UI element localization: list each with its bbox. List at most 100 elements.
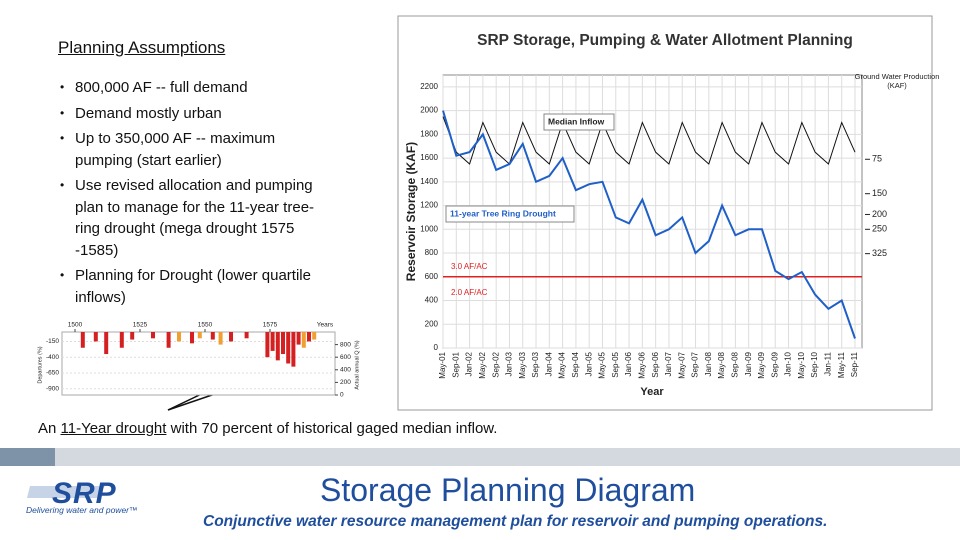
caption-text: An — [38, 420, 61, 437]
x-tick-label: Jan-07 — [664, 351, 673, 376]
x-tick-label: May-10 — [797, 351, 806, 378]
y-tick-label: 1200 — [420, 201, 438, 210]
y-tick-label: 0 — [434, 343, 439, 352]
x-tick-label: Sep-03 — [531, 351, 540, 377]
x-tick-label: Jan-04 — [544, 351, 553, 376]
annotation: 2.0 AF/AC — [451, 288, 488, 297]
bar — [312, 332, 317, 340]
x-tick-label: Sep-04 — [571, 351, 580, 377]
x-tick-label: 1550 — [198, 322, 213, 329]
bullet: Up to 350,000 AF -- maximum pumping (sta… — [60, 128, 325, 171]
y-tick-label: 200 — [425, 319, 439, 328]
legend-box — [543, 113, 615, 131]
y-tick-label: -900 — [46, 385, 59, 392]
legend-box — [445, 205, 575, 223]
bar — [296, 332, 301, 345]
bar — [244, 332, 249, 339]
x-tick-label: May-11 — [837, 351, 846, 378]
y-tick-label: -150 — [46, 338, 59, 345]
caption: An 11-Year drought with 70 percent of hi… — [38, 420, 497, 437]
x-tick-label: May-04 — [558, 351, 567, 378]
bar — [307, 332, 311, 342]
bar — [104, 332, 109, 355]
bar — [291, 332, 296, 367]
series-line — [442, 116, 856, 165]
y2-tick-label: 600 — [340, 354, 351, 361]
x-tick-label: Jan-09 — [744, 351, 753, 376]
y-tick-label: 1800 — [420, 129, 438, 138]
legend-label: Median Inflow — [548, 116, 605, 126]
bar — [177, 332, 181, 342]
logo: SRP — [52, 477, 117, 510]
y-tick-label: 600 — [425, 272, 439, 281]
bar — [93, 332, 98, 342]
x-tick-label: 1575 — [263, 322, 278, 329]
reference-label: 3.0 AF/AC — [451, 262, 488, 271]
y-tick-label: 400 — [425, 296, 439, 305]
gw-label: 250 — [872, 224, 887, 234]
x-tick-label: May-08 — [717, 351, 726, 378]
y-tick-label: 2200 — [420, 82, 438, 91]
x-tick-label: Jan-11 — [824, 351, 833, 375]
bar — [197, 332, 202, 339]
x-tick-label: Sep-11 — [850, 351, 859, 377]
bullet-list: 800,000 AF -- full demand Demand mostly … — [58, 77, 325, 312]
gw-label: 150 — [872, 188, 887, 198]
right-axis-title-line: (KAF) — [887, 81, 907, 90]
y-tick-label: 1000 — [420, 224, 438, 233]
x-tick-label: Sep-01 — [451, 351, 460, 377]
bullet: Planning for Drought (lower quartile inf… — [60, 265, 325, 308]
right-axis-title-line: Ground Water Production — [855, 72, 940, 81]
right-axis-title: Ground Water Production (KAF) — [855, 72, 940, 90]
x-tick-label: May-07 — [677, 351, 686, 378]
y2-tick-label: 0 — [340, 392, 344, 399]
x-tick-label: Sep-09 — [770, 351, 779, 377]
bullet: 800,000 AF -- full demand — [60, 77, 325, 99]
tagline: Delivering water and power™ — [26, 505, 138, 515]
divider-band — [0, 448, 960, 466]
bar — [151, 332, 155, 339]
x-tick-label: Sep-08 — [730, 351, 739, 377]
y-tick-label: 1400 — [420, 177, 438, 186]
gw-label: 75 — [872, 154, 882, 164]
slide-subtitle: Conjunctive water resource management pl… — [203, 513, 828, 530]
bar — [265, 332, 270, 358]
x-tick-label: Jan-02 — [465, 351, 474, 376]
x-tick-label: Sep-06 — [651, 351, 660, 377]
bar — [190, 332, 194, 344]
bar — [80, 332, 85, 348]
x-tick-label: May-09 — [757, 351, 766, 378]
y2-tick-label: 400 — [340, 367, 351, 374]
bar — [229, 332, 233, 342]
x-tick-label: Jan-05 — [584, 351, 593, 376]
bar — [286, 332, 291, 364]
x-tick-label: May-03 — [518, 351, 527, 378]
x-tick-label: Sep-02 — [491, 351, 500, 377]
panel-title: Planning Assumptions — [58, 38, 226, 57]
x-tick-label: 1525 — [133, 322, 148, 329]
x-tick-label: May-06 — [637, 351, 646, 378]
bar — [218, 332, 223, 345]
chart-title: SRP Storage, Pumping & Water Allotment P… — [477, 32, 853, 49]
x-axis-title: Years — [317, 322, 334, 329]
y-tick-label: -650 — [46, 370, 59, 377]
y-tick-label: -400 — [46, 354, 59, 361]
y2-axis-title: Actual annual Q (%) — [354, 340, 360, 389]
x-tick-label: 1500 — [68, 322, 83, 329]
x-tick-label: May-05 — [598, 351, 607, 378]
legend-label: 11-year Tree Ring Drought — [450, 208, 556, 218]
bullet: Demand mostly urban — [60, 103, 325, 125]
y-tick-label: 1600 — [420, 153, 438, 162]
x-tick-label: Sep-07 — [691, 351, 700, 377]
x-tick-label: Jan-03 — [505, 351, 514, 376]
bullet: Use revised allocation and pumping plan … — [60, 175, 325, 261]
x-tick-label: May-01 — [438, 351, 447, 378]
caption-text: with 70 percent of historical gaged medi… — [166, 420, 498, 437]
x-axis-title: Year — [640, 386, 664, 398]
x-tick-label: Sep-05 — [611, 351, 620, 377]
x-tick-label: Jan-10 — [784, 351, 793, 376]
y-tick-label: 800 — [425, 248, 439, 257]
logo-shape — [27, 486, 105, 498]
